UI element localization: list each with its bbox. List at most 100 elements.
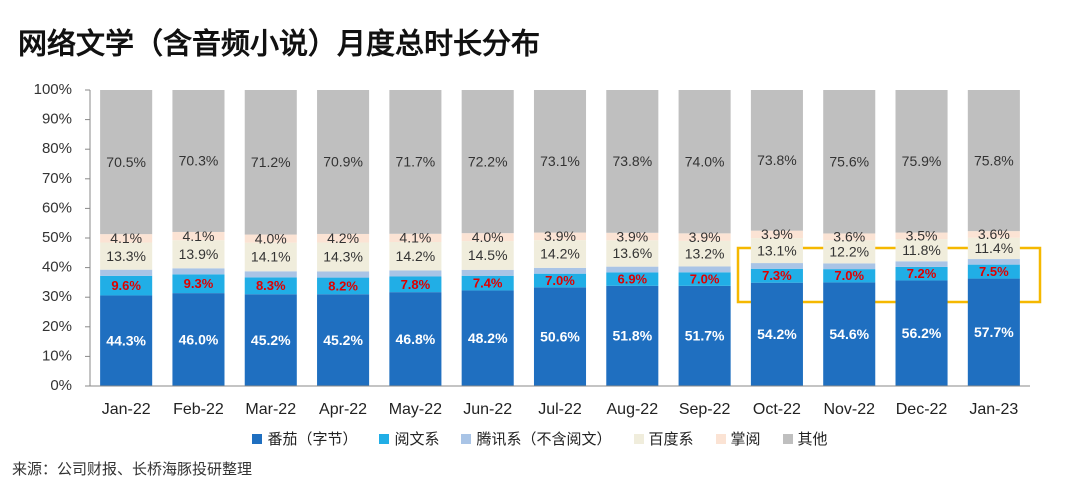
data-label: 3.9% <box>616 228 648 244</box>
bar-segment <box>533 90 587 233</box>
bar-segment <box>895 266 948 281</box>
x-tick-label: Feb-22 <box>173 401 224 418</box>
legend-swatch <box>633 433 644 444</box>
x-tick-label: Jan-22 <box>102 401 151 418</box>
data-label: 74.0% <box>685 153 725 169</box>
bar-segment <box>244 271 297 278</box>
data-label: 70.3% <box>179 153 219 169</box>
bar-segment <box>100 295 153 386</box>
data-label: 50.6% <box>540 328 580 344</box>
bar-segment <box>317 271 370 278</box>
x-tick-label: Dec-22 <box>896 401 948 418</box>
data-label: 7.8% <box>401 277 431 292</box>
data-label: 13.3% <box>106 248 146 264</box>
data-label: 13.9% <box>179 246 219 262</box>
highlight-box <box>736 246 1042 304</box>
legend-label: 腾讯系（不含阅文） <box>476 431 612 448</box>
x-tick-label: Nov-22 <box>823 401 875 418</box>
data-label: 9.3% <box>184 276 214 291</box>
bar-segment <box>461 269 514 276</box>
bar-segment <box>172 293 225 386</box>
data-label: 75.6% <box>829 153 869 169</box>
data-label: 3.6% <box>978 226 1010 242</box>
bar-segment <box>606 240 659 267</box>
data-label: 6.9% <box>617 272 647 287</box>
bar-segment <box>172 231 225 241</box>
data-label: 71.7% <box>396 154 436 170</box>
bar-segment <box>317 277 370 295</box>
data-label: 3.9% <box>761 226 793 242</box>
bar-segment <box>823 233 876 241</box>
bar-segment <box>244 90 297 235</box>
y-tick-label: 30% <box>42 288 72 305</box>
legend-label: 百度系 <box>648 431 694 448</box>
y-tick-label: 40% <box>42 259 72 276</box>
data-label: 70.5% <box>106 154 146 170</box>
bar-segment <box>750 90 803 231</box>
bar-segment <box>244 242 297 272</box>
data-label: 12.2% <box>829 244 869 260</box>
y-tick-label: 90% <box>42 111 72 128</box>
data-label: 4.0% <box>255 230 287 246</box>
bar-segment <box>895 239 948 262</box>
legend-item: 腾讯系（不含阅文） <box>461 428 612 449</box>
bar-segment <box>823 269 876 283</box>
data-label: 7.5% <box>979 264 1009 279</box>
legend-swatch <box>461 433 472 444</box>
bar-segment <box>317 233 370 243</box>
y-tick-label: 20% <box>42 318 72 335</box>
y-tick-label: 50% <box>42 229 72 246</box>
legend-item: 掌阅 <box>715 428 761 449</box>
x-tick-label: Sep-22 <box>679 401 731 418</box>
data-label: 7.4% <box>473 276 503 291</box>
data-label: 4.1% <box>110 230 142 246</box>
bar-segment <box>461 241 514 270</box>
data-label: 46.0% <box>179 331 219 347</box>
bar-segment <box>678 233 731 241</box>
legend-item: 阅文系 <box>379 428 439 449</box>
x-tick-label: Jan-23 <box>969 401 1018 418</box>
data-label: 7.3% <box>762 268 792 283</box>
bar-segment <box>895 261 948 267</box>
data-label: 51.7% <box>685 328 725 344</box>
data-label: 11.4% <box>975 240 1014 256</box>
data-label: 8.3% <box>256 278 286 293</box>
x-tick-label: Mar-22 <box>245 401 296 418</box>
y-tick-label: 10% <box>42 347 72 364</box>
legend-swatch <box>379 433 390 444</box>
data-label: 75.9% <box>902 153 942 169</box>
data-label: 11.8% <box>902 242 941 258</box>
bar-segment <box>244 234 297 243</box>
source-note: 来源：公司财报、长桥海豚投研整理 <box>12 461 252 478</box>
data-label: 70.9% <box>323 154 363 170</box>
y-tick-label: 100% <box>34 81 72 98</box>
data-label: 48.2% <box>468 330 508 346</box>
x-tick-label: Apr-22 <box>319 401 367 418</box>
data-label: 46.8% <box>396 331 436 347</box>
legend-swatch <box>252 433 263 444</box>
bar-segment <box>461 90 514 234</box>
bar-segment <box>967 259 1020 265</box>
data-label: 3.5% <box>906 228 938 244</box>
y-tick-label: 80% <box>42 140 72 157</box>
legend-label: 其他 <box>797 431 828 448</box>
bar-segment <box>967 231 1020 238</box>
bar-segment <box>606 272 659 286</box>
data-label: 3.9% <box>544 228 576 244</box>
bar-segment <box>823 282 876 386</box>
bar-segment <box>389 90 442 234</box>
bar-segment <box>533 267 587 274</box>
bar-segment <box>100 242 153 270</box>
data-label: 54.2% <box>757 326 797 342</box>
data-label: 4.1% <box>183 228 215 244</box>
data-label: 8.2% <box>328 278 358 293</box>
bar-segment <box>967 264 1020 279</box>
bar-segment <box>678 285 731 386</box>
bar-segment <box>317 294 370 386</box>
x-tick-label: Jul-22 <box>538 401 582 418</box>
bar-segment <box>461 233 514 242</box>
bar-segment <box>750 268 803 283</box>
data-label: 54.6% <box>829 326 869 342</box>
bar-segment <box>823 240 876 264</box>
